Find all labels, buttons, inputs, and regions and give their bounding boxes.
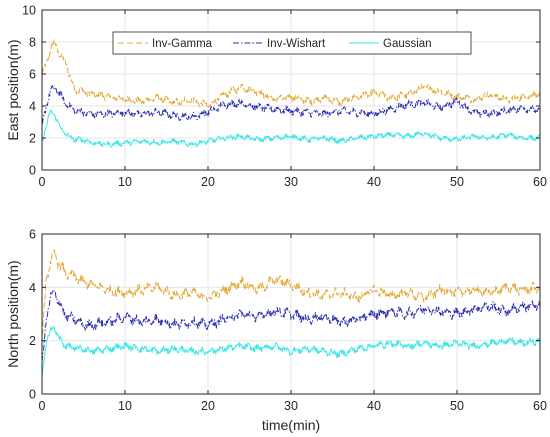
north-xtick-label: 30 bbox=[284, 399, 298, 413]
north-ylabel: North position(m) bbox=[5, 260, 21, 367]
legend: Inv-Gamma Inv-Wishart Gaussian bbox=[112, 31, 472, 55]
north-position-chart: 0 10 20 30 40 50 60 0 2 4 6 North position(m) time(m… bbox=[5, 228, 547, 434]
legend-label-gaussian: Gaussian bbox=[383, 38, 432, 50]
north-xtick-label: 60 bbox=[533, 399, 547, 413]
north-ytick-label: 6 bbox=[29, 228, 36, 242]
north-xlabel: time(min) bbox=[262, 417, 320, 433]
north-xtick-label: 40 bbox=[367, 399, 381, 413]
legend-label-inv-wishart: Inv-Wishart bbox=[267, 38, 326, 50]
legend-box bbox=[112, 31, 472, 55]
east-ylabel: East position(m) bbox=[5, 39, 21, 140]
east-xtick-label: 0 bbox=[39, 175, 46, 189]
east-xtick-label: 20 bbox=[201, 175, 215, 189]
east-series-inv-gamma bbox=[42, 38, 540, 108]
north-series-inv-gamma bbox=[42, 249, 540, 345]
north-ytick-label: 2 bbox=[29, 334, 36, 348]
north-ytick-label: 0 bbox=[29, 388, 36, 402]
east-ytick-label: 2 bbox=[29, 132, 36, 146]
north-series-gaussian bbox=[42, 325, 540, 378]
east-xtick-label: 60 bbox=[533, 175, 547, 189]
legend-label-inv-gamma: Inv-Gamma bbox=[152, 38, 213, 50]
east-position-chart: 0 10 20 30 40 50 60 0 2 4 6 8 10 East position(m) bbox=[5, 4, 547, 190]
east-xtick-label: 10 bbox=[118, 175, 132, 189]
north-series-inv-wishart bbox=[42, 290, 540, 363]
east-ytick-label: 6 bbox=[29, 68, 36, 82]
east-series-gaussian bbox=[42, 109, 540, 148]
east-ytick-label: 10 bbox=[22, 4, 36, 18]
east-series-inv-wishart bbox=[42, 85, 540, 125]
north-ytick-label: 4 bbox=[29, 281, 36, 295]
north-xtick-label: 0 bbox=[39, 399, 46, 413]
east-xtick-label: 40 bbox=[367, 175, 381, 189]
east-ytick-label: 0 bbox=[29, 164, 36, 178]
east-xtick-label: 30 bbox=[284, 175, 298, 189]
north-xtick-label: 10 bbox=[118, 399, 132, 413]
east-xtick-label: 50 bbox=[450, 175, 464, 189]
east-ytick-label: 8 bbox=[29, 36, 36, 50]
east-ytick-label: 4 bbox=[29, 100, 36, 114]
north-xtick-label: 20 bbox=[201, 399, 215, 413]
north-xtick-label: 50 bbox=[450, 399, 464, 413]
